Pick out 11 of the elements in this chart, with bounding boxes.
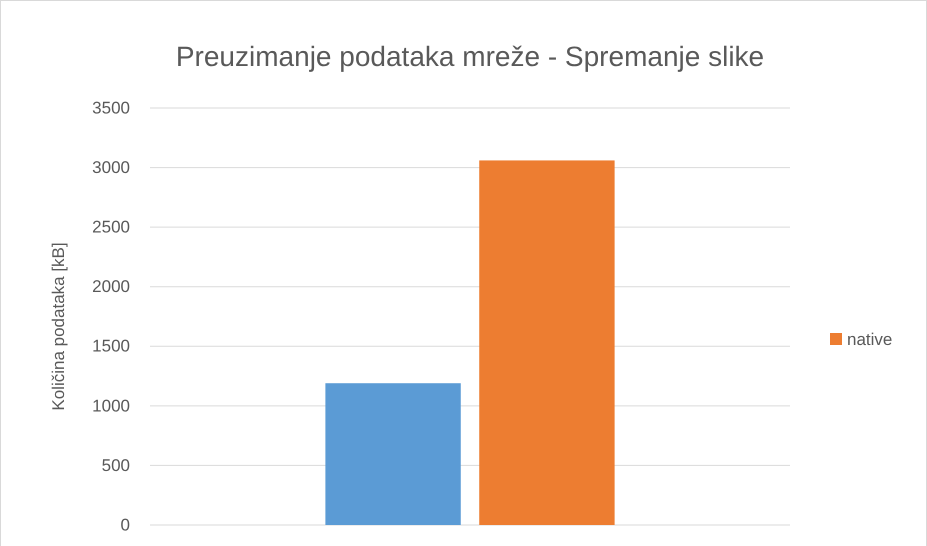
y-tick-label: 0 [120,515,130,534]
y-tick-label: 1000 [92,396,130,416]
chart-title: Preuzimanje podataka mreže - Spremanje slike [176,41,764,72]
y-axis-title: Količina podataka [kB] [49,242,68,411]
y-tick-label: 1500 [92,336,130,356]
legend-label: native [847,330,892,349]
y-tick-label: 2500 [92,218,130,237]
y-tick-label: 500 [102,456,130,475]
y-tick-label: 2000 [92,277,130,296]
y-tick-label: 3500 [92,98,130,118]
y-tick-label: 3000 [92,158,130,178]
